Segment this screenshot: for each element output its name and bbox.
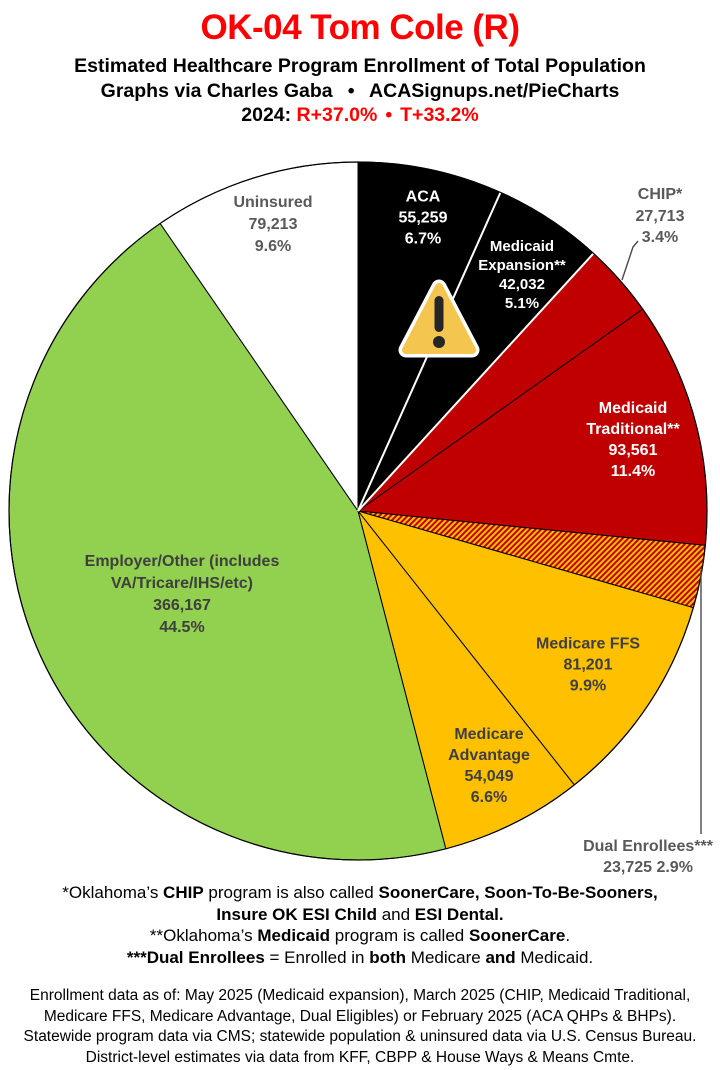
source-line-3: Statewide program data via CMS; statewid…	[23, 1028, 697, 1045]
label-pct: 6.7%	[404, 230, 442, 248]
label-value: 23,725	[603, 859, 653, 876]
label-value-pct: 23,725 2.9%	[583, 857, 713, 878]
label-value: 42,032	[499, 276, 545, 293]
footnote-line-1: *Oklahoma’s CHIP program is also called …	[62, 883, 658, 902]
slice-label-medicare-ffs: Medicare FFS 81,201 9.9%	[536, 634, 640, 697]
slice-label-medicaid-traditional: Medicaid Traditional** 93,561 11.4%	[571, 398, 696, 482]
label-value: 366,167	[153, 597, 211, 614]
footnote-line-4: ***Dual Enrollees = Enrolled in both Med…	[126, 947, 594, 967]
partisan-bullet: •	[385, 104, 393, 126]
partisan-line: 2024: R+37.0% • T+33.2%	[0, 103, 720, 128]
label-name: Uninsured	[233, 194, 313, 211]
label-pct: 2.9%	[656, 859, 693, 876]
label-value: 79,213	[248, 216, 298, 233]
label-value: 55,259	[398, 209, 448, 227]
footnote-line-2: Insure OK ESI Child and ESI Dental.	[216, 904, 504, 924]
label-pct: 3.4%	[641, 228, 679, 246]
label-name: Medicare Advantage	[448, 726, 530, 764]
pie-outline	[8, 161, 708, 861]
label-name: Medicaid Expansion**	[478, 238, 566, 274]
source-block: Enrollment data as of: May 2025 (Medicai…	[0, 986, 720, 1068]
partisan-t-lean: T+33.2%	[400, 104, 479, 126]
pie-slices	[8, 161, 708, 861]
slice-label-uninsured: Uninsured 79,213 9.6%	[233, 192, 312, 258]
label-value: 93,561	[608, 442, 658, 459]
slice-label-dual-enrollees: Dual Enrollees*** 23,725 2.9%	[583, 836, 713, 878]
label-value: 54,049	[464, 768, 514, 785]
slice-label-medicare-advantage: Medicare Advantage 54,049 6.6%	[434, 724, 544, 808]
label-name: CHIP*	[637, 185, 683, 203]
page-title: OK-04 Tom Cole (R)	[200, 8, 520, 47]
label-name: Medicare FFS	[535, 635, 641, 653]
source-line-2: Medicare FFS, Medicare Advantage, Dual E…	[43, 1007, 677, 1025]
label-name: Medicaid Traditional**	[586, 400, 680, 438]
slice-label-employer-other: Employer/Other (includes VA/Tricare/IHS/…	[40, 551, 325, 639]
label-pct: 9.9%	[569, 677, 607, 695]
source-line-4: District-level estimates via data from K…	[85, 1048, 635, 1066]
partisan-year: 2024:	[241, 104, 292, 126]
label-pct: 5.1%	[504, 295, 540, 312]
label-pct: 44.5%	[159, 619, 205, 636]
slice-label-chip: CHIP* 27,713 3.4%	[636, 184, 685, 249]
footnotes: *Oklahoma’s CHIP program is also called …	[0, 882, 720, 968]
slice-label-medicaid-expansion: Medicaid Expansion** 42,032 5.1%	[470, 237, 575, 313]
footnote-line-3: **Oklahoma’s Medicaid program is called …	[149, 926, 571, 945]
label-name: Dual Enrollees***	[583, 838, 713, 855]
label-name: ACA	[405, 188, 441, 206]
credit-line: Graphs via Charles Gaba • ACASignups.net…	[100, 79, 620, 102]
label-pct: 9.6%	[254, 238, 292, 255]
partisan-r-lean: R+37.0%	[296, 104, 378, 126]
label-pct: 6.6%	[470, 789, 508, 806]
slice-label-aca: ACA 55,259 6.7%	[399, 187, 448, 250]
source-line-1: Enrollment data as of: May 2025 (Medicai…	[29, 987, 691, 1004]
label-value: 81,201	[563, 656, 613, 674]
label-name: Employer/Other (includes VA/Tricare/IHS/…	[84, 553, 280, 592]
header: OK-04 Tom Cole (R) Estimated Healthcare …	[0, 8, 720, 128]
label-value: 27,713	[635, 207, 685, 225]
subtitle: Estimated Healthcare Program Enrollment …	[74, 55, 646, 77]
label-pct: 11.4%	[610, 463, 656, 480]
chip-leader-line	[621, 240, 639, 281]
slice-divider	[357, 252, 595, 512]
warning-icon	[398, 279, 480, 358]
